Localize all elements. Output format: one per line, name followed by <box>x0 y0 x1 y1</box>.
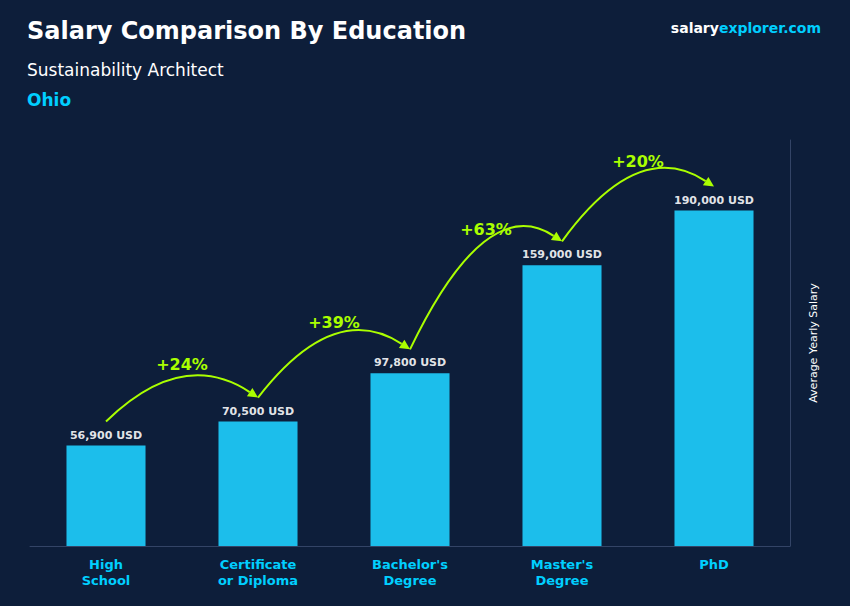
svg-text:159,000 USD: 159,000 USD <box>522 248 602 261</box>
svg-text:Sustainability Architect: Sustainability Architect <box>27 60 224 80</box>
svg-text:Average Yearly Salary: Average Yearly Salary <box>807 283 820 403</box>
svg-text:70,500 USD: 70,500 USD <box>222 405 294 418</box>
svg-text:salary: salary <box>671 20 719 36</box>
svg-text:+63%: +63% <box>460 220 512 239</box>
svg-text:97,800 USD: 97,800 USD <box>374 356 446 369</box>
svg-text:Master's: Master's <box>531 557 594 572</box>
svg-text:+20%: +20% <box>612 152 664 171</box>
svg-text:+24%: +24% <box>156 355 208 374</box>
svg-text:Certificate: Certificate <box>220 557 297 572</box>
svg-text:PhD: PhD <box>699 557 729 572</box>
svg-text:or Diploma: or Diploma <box>218 573 298 588</box>
svg-text:Ohio: Ohio <box>27 90 71 110</box>
svg-text:Degree: Degree <box>384 573 437 588</box>
svg-text:explorer.com: explorer.com <box>719 20 821 36</box>
svg-text:Bachelor's: Bachelor's <box>372 557 448 572</box>
svg-text:High: High <box>89 557 123 572</box>
svg-text:Salary Comparison By Education: Salary Comparison By Education <box>27 17 466 45</box>
svg-text:School: School <box>82 573 131 588</box>
svg-text:190,000 USD: 190,000 USD <box>674 194 754 207</box>
svg-text:Degree: Degree <box>536 573 589 588</box>
svg-text:56,900 USD: 56,900 USD <box>70 429 142 442</box>
svg-text:+39%: +39% <box>308 313 360 332</box>
